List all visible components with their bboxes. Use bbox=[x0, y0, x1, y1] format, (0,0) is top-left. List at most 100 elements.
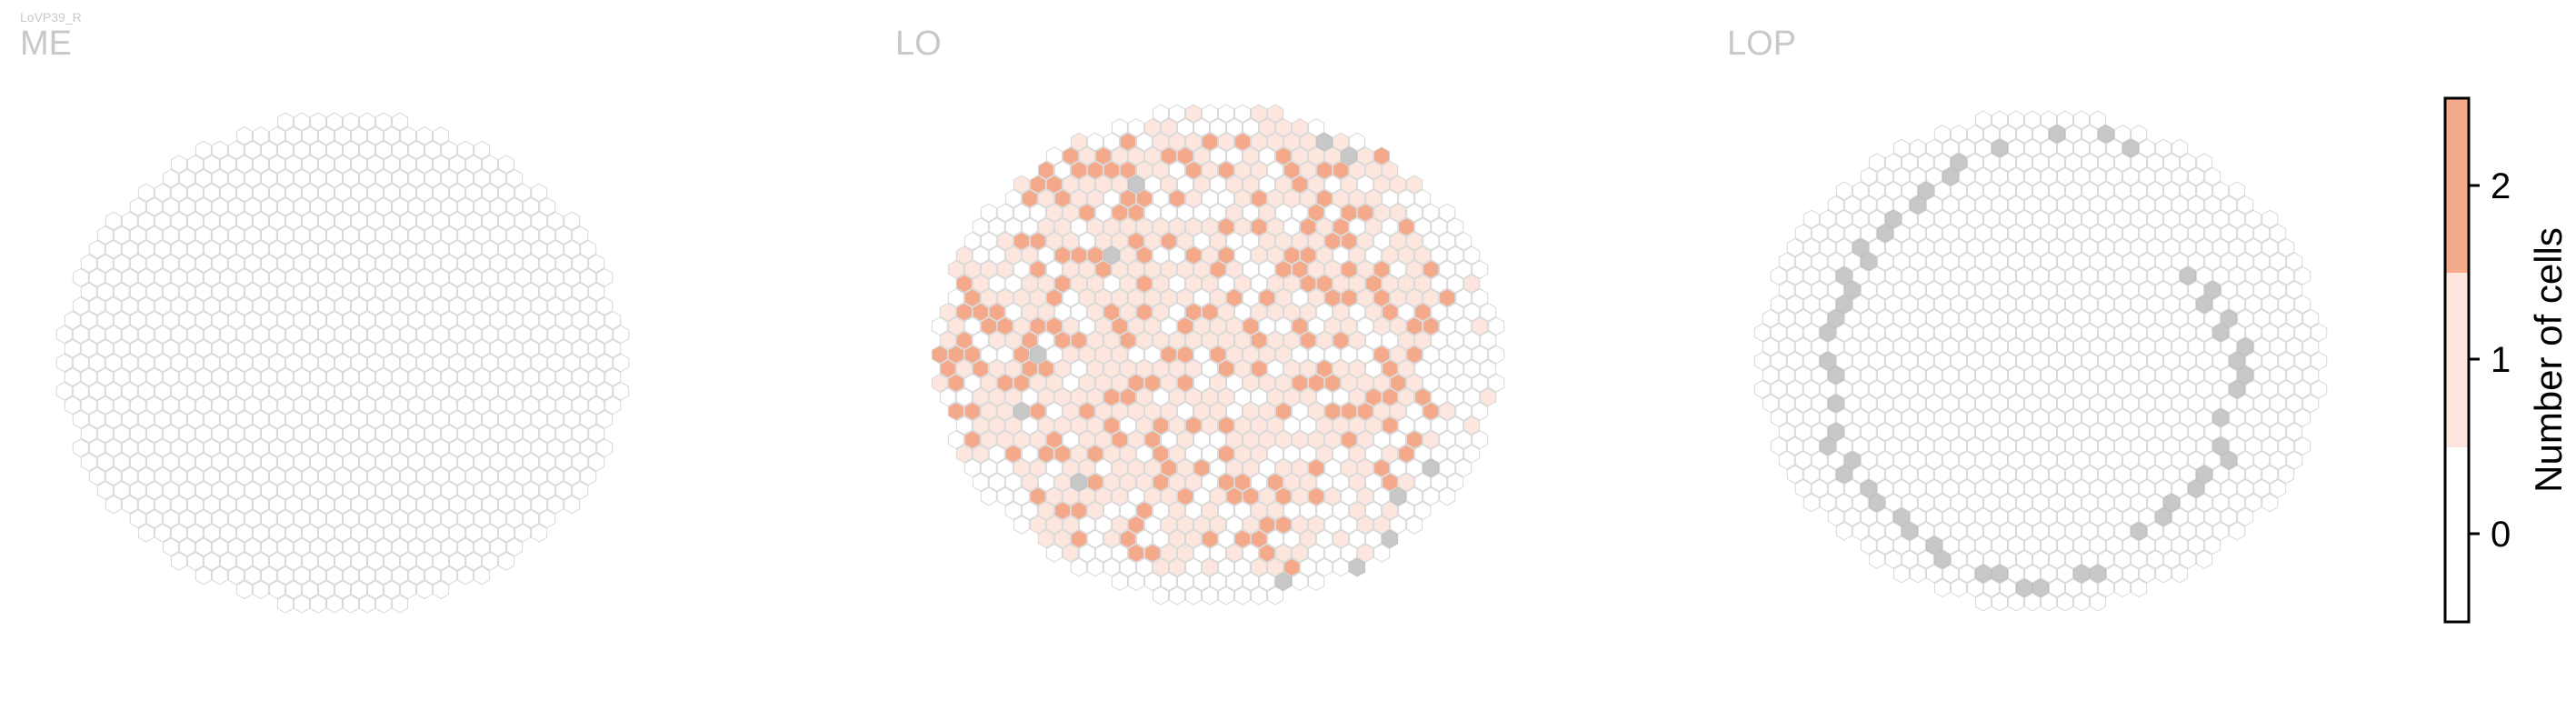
hex-cell-boundary bbox=[2098, 125, 2114, 144]
hex-cell bbox=[1933, 237, 1951, 257]
hex-cell bbox=[2008, 138, 2024, 158]
hex-cell bbox=[2032, 379, 2049, 399]
hex-cell bbox=[1447, 416, 1464, 436]
hex-cell bbox=[2286, 394, 2303, 414]
hex-cell-count-2 bbox=[1308, 373, 1325, 393]
hex-cell bbox=[1802, 209, 1820, 229]
hex-cell bbox=[2114, 153, 2132, 172]
hex-cell bbox=[2139, 166, 2156, 186]
hex-cell bbox=[506, 367, 524, 386]
hex-cell bbox=[2000, 465, 2016, 485]
hex-cell bbox=[1794, 252, 1812, 272]
hex-cell bbox=[1786, 408, 1803, 427]
hex-cell bbox=[2122, 252, 2140, 272]
hex-cell bbox=[1933, 209, 1951, 229]
hex-cell bbox=[988, 245, 1005, 265]
hex-cell bbox=[80, 310, 97, 330]
hex-cell bbox=[2073, 195, 2090, 215]
hex-cell bbox=[294, 537, 310, 557]
hex-cell bbox=[1901, 295, 1918, 314]
hex-cell-count-1 bbox=[1398, 387, 1415, 407]
hex-cell bbox=[392, 367, 408, 386]
hex-cell bbox=[1308, 345, 1325, 365]
hex-cell bbox=[351, 523, 367, 543]
hex-cell bbox=[294, 168, 310, 188]
colorbar-tick-label-0: 0 bbox=[2491, 515, 2511, 555]
hex-cell-count-1 bbox=[1119, 473, 1136, 492]
hex-cell-count-1 bbox=[1267, 245, 1283, 265]
hex-cell bbox=[96, 424, 114, 444]
hex-cell bbox=[474, 367, 491, 386]
hex-cell bbox=[343, 367, 359, 386]
hex-cell bbox=[1770, 379, 1787, 399]
hex-cell-count-1 bbox=[1053, 416, 1071, 436]
hex-cell bbox=[588, 367, 605, 386]
hex-cell bbox=[154, 410, 171, 429]
hex-cell bbox=[2139, 308, 2156, 328]
hex-cell bbox=[80, 282, 97, 302]
hex-cell bbox=[2139, 564, 2156, 584]
hex-cell bbox=[121, 438, 138, 457]
hex-cell bbox=[252, 438, 269, 457]
hex-cell bbox=[498, 381, 515, 401]
hex-cell-count-2 bbox=[1333, 217, 1350, 236]
hex-cell bbox=[244, 481, 261, 500]
hex-cell-count-1 bbox=[1333, 302, 1350, 322]
hex-cell bbox=[2261, 323, 2279, 343]
hex-cell-count-1 bbox=[1390, 203, 1407, 223]
hex-cell bbox=[154, 325, 171, 345]
hex-cell bbox=[318, 239, 334, 259]
hex-cell bbox=[2016, 351, 2032, 371]
hex-cell bbox=[1324, 544, 1342, 563]
hex-cell bbox=[523, 225, 540, 245]
hex-cell bbox=[1078, 316, 1095, 336]
hex-cell bbox=[1153, 189, 1169, 208]
hex-cell bbox=[613, 325, 630, 345]
hex-cell-boundary bbox=[1316, 132, 1333, 152]
hex-cell-count-2 bbox=[1053, 189, 1071, 208]
hex-cell-count-2 bbox=[1070, 501, 1087, 520]
hex-cell bbox=[1778, 366, 1795, 385]
hex-cell bbox=[1218, 274, 1234, 294]
hex-cell bbox=[384, 211, 400, 231]
hex-cell-count-1 bbox=[996, 231, 1013, 251]
hex-cell bbox=[1251, 387, 1267, 407]
hex-cell bbox=[1463, 387, 1481, 407]
hex-cell-count-2 bbox=[1373, 260, 1391, 279]
hex-cell bbox=[113, 396, 130, 416]
hex-cell bbox=[2188, 366, 2205, 385]
hex-cell-count-1 bbox=[1210, 402, 1226, 421]
hex-cell bbox=[244, 537, 261, 557]
hex-cell bbox=[145, 225, 163, 245]
hex-cell bbox=[2082, 578, 2098, 597]
hex-cell-count-1 bbox=[988, 416, 1005, 436]
hex-cell bbox=[441, 225, 458, 245]
hex-cell bbox=[186, 211, 204, 231]
hex-cell bbox=[88, 268, 105, 287]
hex-cell bbox=[2122, 280, 2140, 300]
hex-cell bbox=[1811, 479, 1828, 498]
hex-cell bbox=[490, 282, 507, 302]
hex-cell bbox=[947, 430, 964, 449]
hex-cell bbox=[1909, 166, 1926, 186]
hex-cell bbox=[523, 339, 540, 358]
hex-cell bbox=[400, 268, 416, 287]
hex-cell bbox=[482, 466, 499, 486]
hex-cell bbox=[1341, 515, 1358, 535]
hex-cell-count-1 bbox=[1111, 515, 1128, 535]
hex-cell bbox=[2180, 153, 2197, 172]
hex-cell-count-1 bbox=[1185, 473, 1202, 492]
hex-cell bbox=[2139, 224, 2156, 243]
hex-cell bbox=[154, 239, 171, 259]
hex-cell-count-1 bbox=[1078, 260, 1095, 279]
hex-cell-count-1 bbox=[1259, 345, 1275, 365]
hex-cell bbox=[2090, 280, 2106, 300]
hex-cell bbox=[1390, 458, 1407, 478]
hex-cell bbox=[2147, 237, 2164, 257]
hex-cell bbox=[129, 481, 146, 500]
hex-cell-count-2 bbox=[1177, 316, 1193, 336]
hex-cell bbox=[506, 452, 524, 472]
hex-cell bbox=[465, 211, 483, 231]
hex-cell-count-1 bbox=[1103, 217, 1120, 236]
hex-cell bbox=[539, 424, 556, 444]
